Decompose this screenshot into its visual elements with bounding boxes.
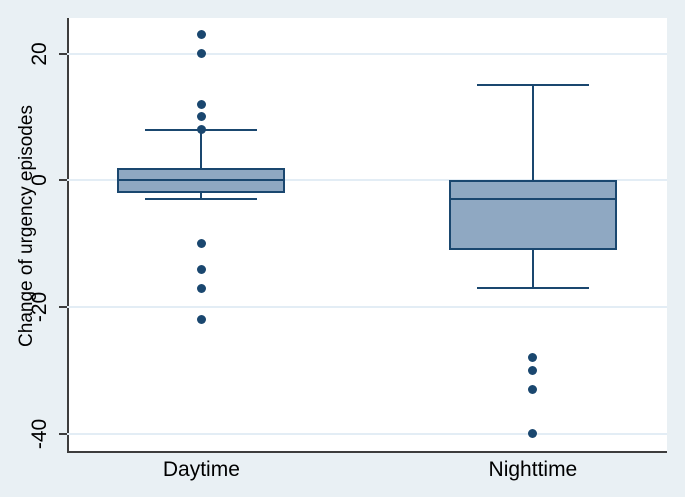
outlier-point <box>528 366 538 376</box>
outlier-point <box>196 239 206 249</box>
outlier-point <box>528 385 538 395</box>
whisker-cap <box>476 287 589 290</box>
y-tick-label: -20 <box>28 291 51 323</box>
y-gridline <box>67 432 667 435</box>
whisker-cap <box>476 84 589 87</box>
outlier-point <box>196 29 206 39</box>
outlier-point <box>196 283 206 293</box>
median-line <box>117 179 286 182</box>
y-gridline <box>67 306 667 309</box>
box-iqr <box>448 180 617 251</box>
median-line <box>448 198 617 201</box>
y-tick-label: 0 <box>28 174 51 187</box>
category-label: Nighttime <box>488 458 578 481</box>
outlier-point <box>196 112 206 122</box>
y-tick-mark <box>59 179 67 182</box>
outlier-point <box>196 99 206 109</box>
y-tick-mark <box>59 52 67 55</box>
whisker-cap <box>145 198 258 201</box>
outlier-point <box>196 49 206 58</box>
category-label: Daytime <box>162 458 240 481</box>
outlier-point <box>196 264 206 274</box>
y-tick-mark <box>59 432 67 435</box>
outlier-point <box>196 315 206 325</box>
y-tick-mark <box>59 306 67 309</box>
whisker-line <box>200 129 203 200</box>
y-tick-label: -40 <box>28 418 51 450</box>
y-gridline <box>67 52 667 55</box>
outlier-point <box>196 125 206 135</box>
outlier-point <box>528 353 538 363</box>
y-tick-label: 20 <box>28 41 51 66</box>
outlier-point <box>528 429 538 439</box>
y-gridline <box>67 179 667 182</box>
